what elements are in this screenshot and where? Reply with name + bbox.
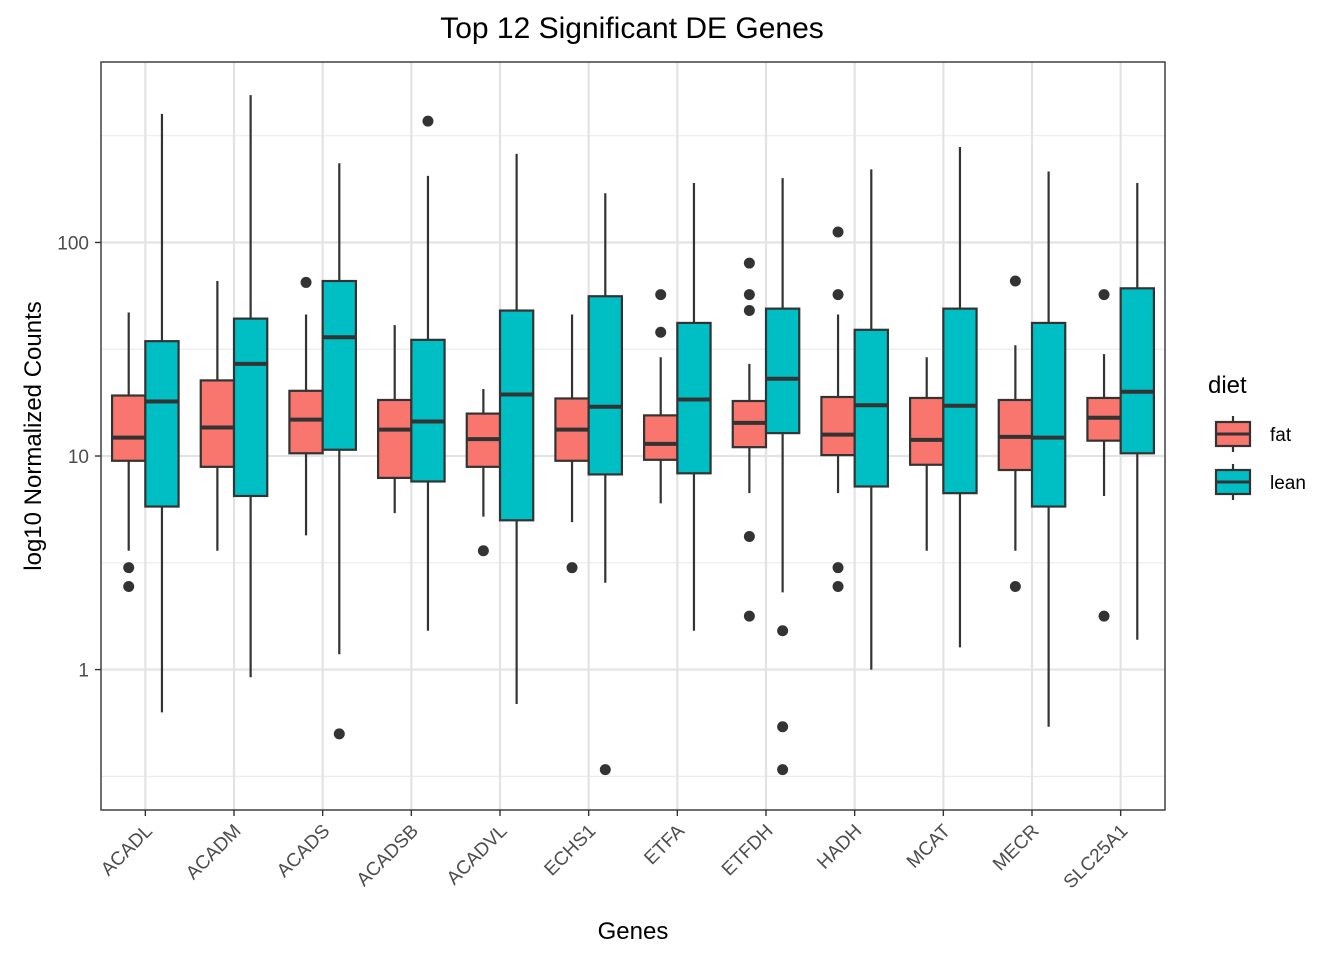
outlier-point [123, 580, 135, 592]
box-body [376, 398, 413, 479]
outlier-point [1009, 580, 1021, 592]
outlier-point [1098, 289, 1110, 301]
outlier-point [777, 625, 789, 637]
box-body [942, 307, 978, 495]
outlier-point [832, 289, 844, 301]
outlier-point [655, 326, 667, 338]
box-body [820, 395, 856, 457]
legend-label-fat: fat [1270, 425, 1292, 446]
y-axis: 1 10 100 [57, 233, 101, 682]
box-body [764, 307, 801, 435]
outlier-point [777, 764, 789, 776]
outlier-point [655, 289, 667, 301]
outlier-point [832, 562, 844, 574]
box-fat-ACADVL [465, 388, 502, 557]
box-lean-ETFDH [764, 178, 801, 776]
legend-item-lean: lean [1214, 464, 1306, 500]
outlier-point [743, 257, 755, 269]
box-lean-ETFA [676, 182, 712, 631]
box-lean-ECHS1 [587, 193, 624, 776]
box-body [853, 328, 890, 488]
x-axis: ACADL ACADM ACADS ACADSB ACADVL ECHS1 ETFA ETFD… [97, 810, 1132, 893]
box-lean-ACADS [321, 163, 358, 740]
x-tick-label: ACADVL [443, 821, 512, 890]
outlier-point [422, 115, 434, 127]
box-body [642, 414, 679, 461]
box-fat-ACADS [288, 276, 324, 536]
x-tick-label: ACADSB [353, 821, 423, 891]
x-axis-title: Genes [598, 918, 669, 945]
plot-panel-background [101, 62, 1165, 810]
x-tick-label: MCAT [903, 820, 955, 872]
x-tick-label: HADH [813, 821, 866, 874]
x-tick-label: MECR [989, 821, 1043, 875]
box-body [1119, 287, 1156, 455]
x-tick-label: SLC25A1 [1060, 821, 1132, 893]
box-lean-ACADL [144, 113, 180, 713]
y-tick-label: 10 [68, 447, 89, 468]
x-tick-label: ECHS1 [541, 821, 601, 881]
outlier-point [333, 728, 345, 740]
y-axis-title: log10 Normalized Counts [20, 301, 47, 570]
x-tick-label: ACADL [97, 821, 157, 881]
y-tick-label: 1 [78, 661, 89, 682]
box-body [288, 389, 324, 455]
box-fat-MECR [997, 275, 1034, 592]
box-lean-ACADM [232, 95, 269, 678]
legend-item-fat: fat [1214, 416, 1292, 452]
box-fat-ETFDH [731, 257, 768, 622]
outlier-point [566, 562, 578, 574]
box-fat-ETFA [642, 289, 679, 504]
box-lean-HADH [853, 169, 890, 670]
box-fat-SLC25A1 [1086, 289, 1122, 622]
outlier-point [300, 276, 312, 288]
outlier-point [123, 562, 135, 574]
outlier-point [1098, 610, 1110, 622]
outlier-point [743, 610, 755, 622]
outlier-point [743, 289, 755, 301]
box-series [110, 95, 1156, 776]
box-lean-MCAT [942, 146, 978, 648]
outlier-point [777, 721, 789, 733]
plot-panel-border [100, 61, 1166, 811]
box-fat-MCAT [908, 357, 945, 551]
legend: diet fat lean [1208, 372, 1306, 500]
box-body [199, 379, 236, 468]
box-body [1030, 321, 1067, 508]
box-lean-MECR [1030, 171, 1067, 727]
outlier-point [832, 226, 844, 238]
box-body [498, 309, 535, 522]
outlier-point [599, 764, 611, 776]
outlier-point [477, 545, 489, 557]
legend-label-lean: lean [1270, 473, 1306, 494]
chart-title: Top 12 Significant DE Genes [440, 12, 824, 45]
box-body [908, 396, 945, 466]
box-lean-ACADSB [410, 115, 446, 631]
box-body [321, 279, 358, 451]
x-tick-label: ACADM [182, 821, 245, 884]
box-body [587, 295, 624, 476]
box-body [144, 340, 180, 508]
box-body [410, 338, 446, 483]
x-tick-label: ETFA [640, 820, 689, 869]
box-body [110, 394, 147, 462]
legend-title: diet [1208, 372, 1247, 399]
outlier-point [1009, 275, 1021, 287]
box-body [232, 317, 269, 498]
x-tick-label: ACADS [273, 821, 334, 882]
outlier-point [743, 305, 755, 317]
box-fat-HADH [820, 226, 856, 592]
y-tick-label: 100 [57, 233, 89, 254]
x-tick-label: ETFDH [718, 821, 778, 881]
outlier-point [832, 580, 844, 592]
box-lean-SLC25A1 [1119, 182, 1156, 640]
outlier-point [743, 530, 755, 542]
box-fat-ACADM [199, 281, 236, 551]
box-fat-ACADL [110, 312, 147, 592]
box-lean-ACADVL [498, 153, 535, 704]
